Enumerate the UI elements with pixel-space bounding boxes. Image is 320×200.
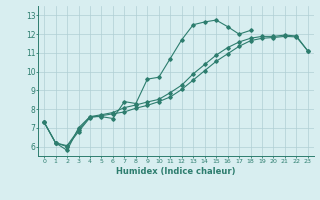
X-axis label: Humidex (Indice chaleur): Humidex (Indice chaleur) bbox=[116, 167, 236, 176]
